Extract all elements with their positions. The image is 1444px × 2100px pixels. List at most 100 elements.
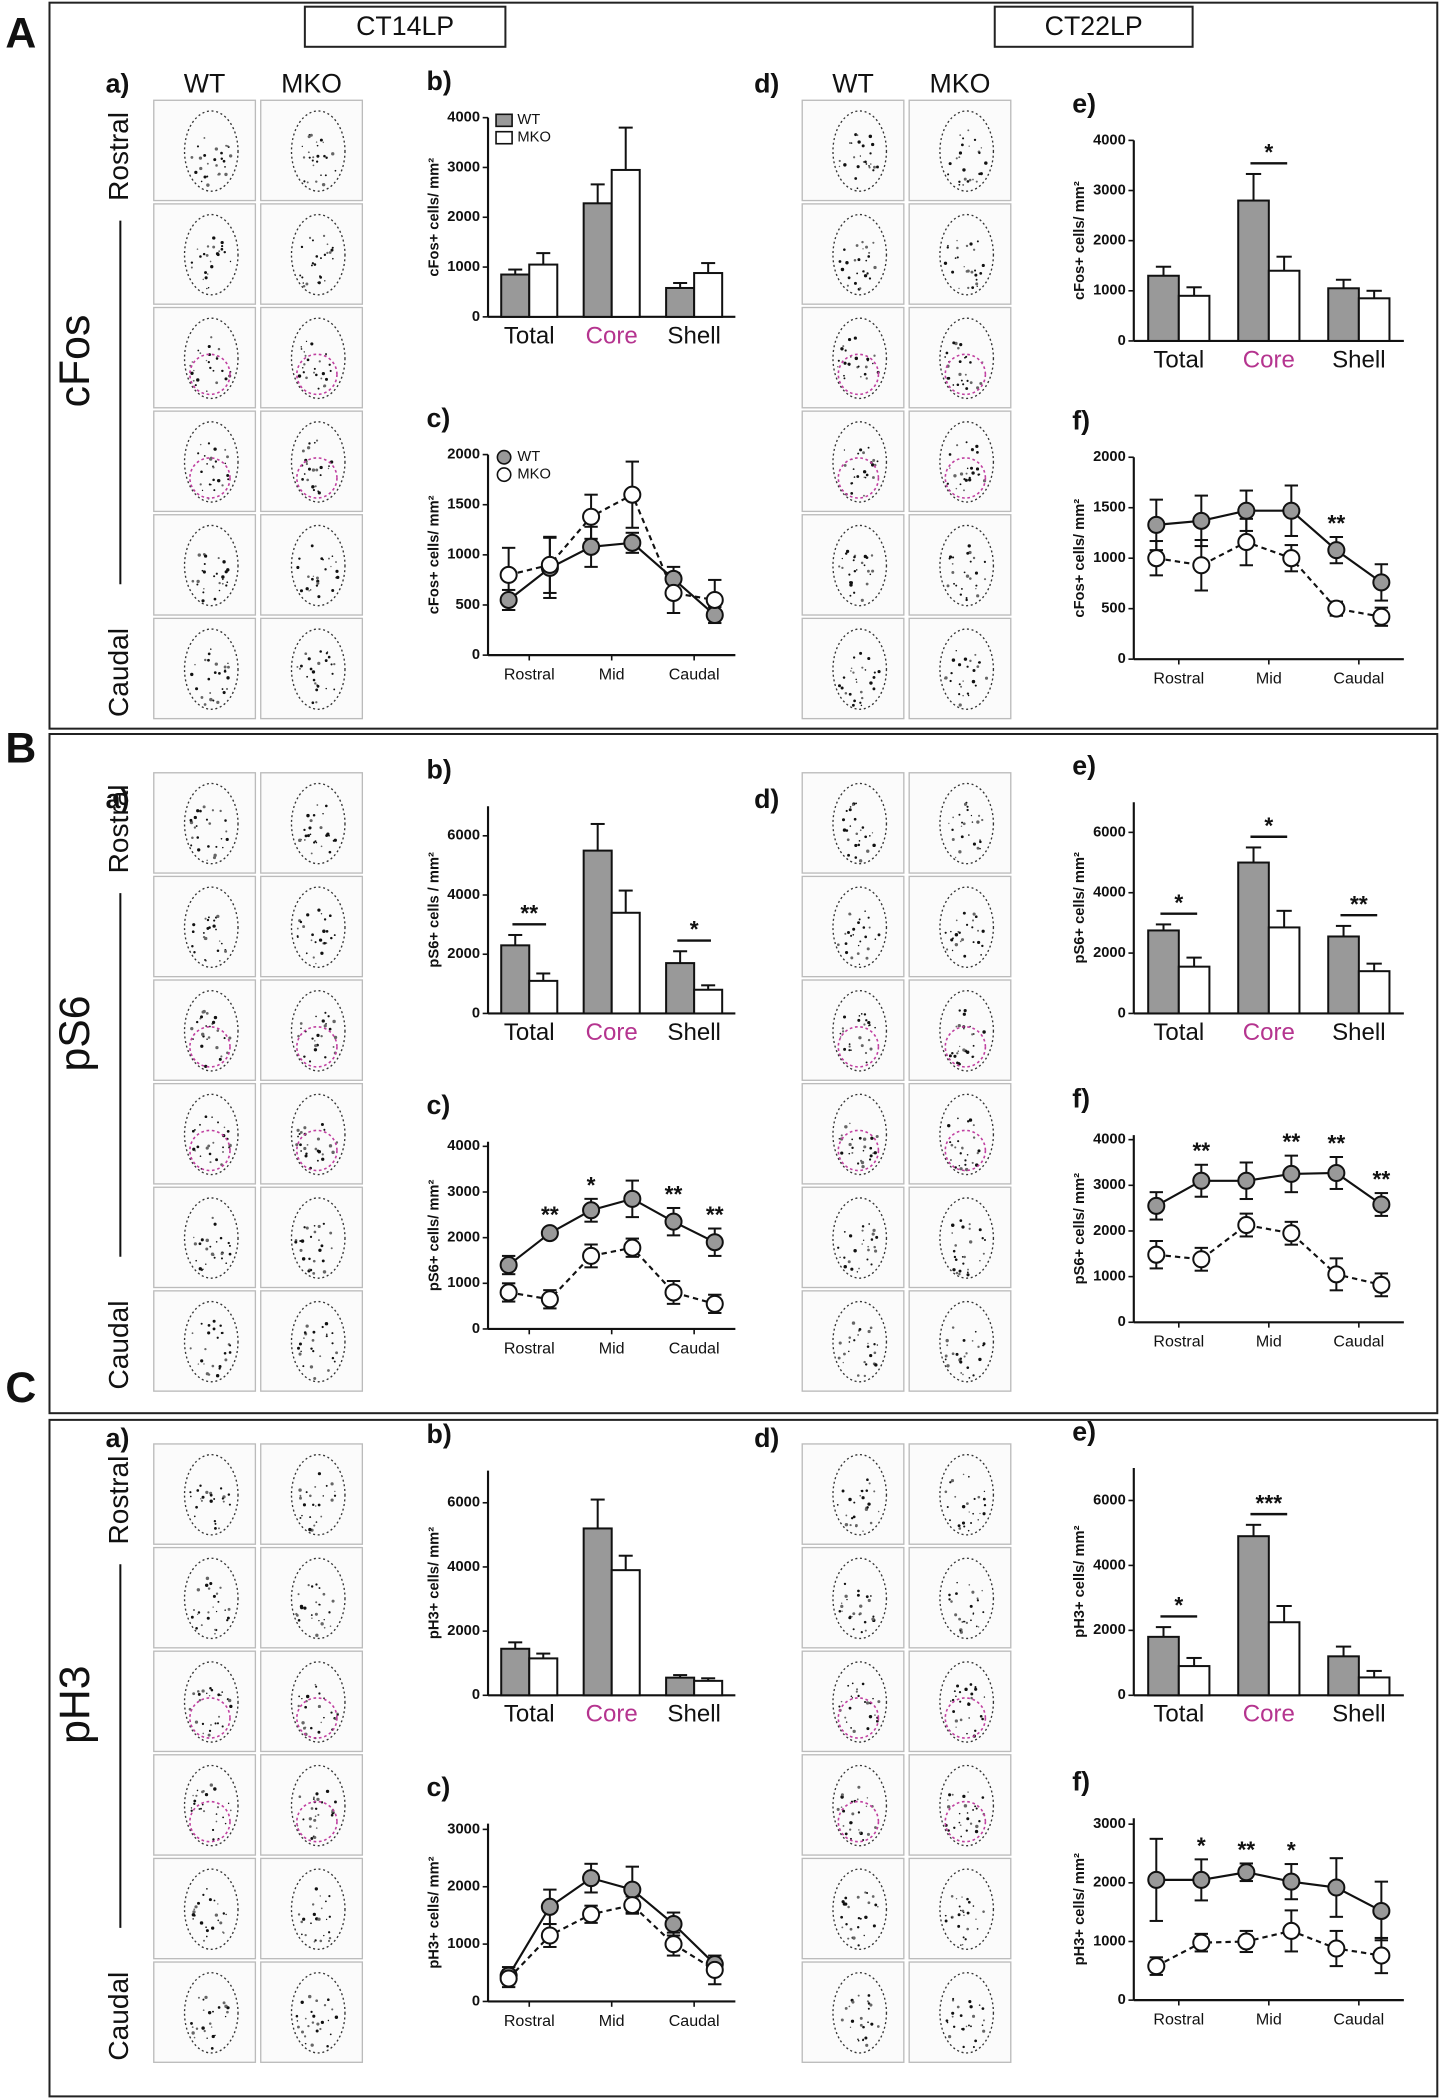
cell-dot: [844, 950, 849, 955]
cell-dot: [971, 286, 975, 290]
cell-dot: [981, 2007, 985, 2010]
nucleus-outline: [939, 1661, 995, 1743]
cell-dot: [861, 1229, 864, 1232]
cell-dot: [861, 1496, 865, 1500]
cell-dot: [838, 260, 842, 263]
cell-dot: [317, 281, 321, 285]
cell-dot: [955, 1025, 958, 1028]
cell-dot: [215, 164, 218, 167]
cell-dot: [310, 1837, 314, 1840]
cell-dot: [838, 165, 841, 168]
cell-dot: [843, 1256, 846, 1259]
cell-dot: [316, 581, 320, 585]
cell-dot: [193, 815, 197, 820]
y-tick-label: 1000: [1093, 1269, 1126, 1285]
cell-dot: [301, 1697, 303, 1700]
cell-dot: [958, 931, 961, 934]
cell-dot: [218, 1715, 221, 1718]
cell-dot: [299, 1240, 302, 1242]
cell-dot: [968, 1717, 970, 1719]
cell-dot: [190, 2022, 193, 2025]
series-line: [1155, 1171, 1382, 1207]
cell-dot: [199, 809, 202, 813]
cell-dot: [968, 145, 970, 147]
cell-dot: [869, 1521, 873, 1525]
cell-dot: [837, 359, 840, 362]
cell-dot: [974, 571, 979, 575]
point: [1192, 1933, 1211, 1952]
cell-dot: [314, 1612, 318, 1616]
cell-dot: [307, 575, 310, 578]
cell-dot: [843, 377, 846, 380]
cell-dot: [861, 1243, 864, 1245]
cell-dot: [302, 1917, 306, 1921]
cell-dot: [219, 1236, 223, 1240]
cell-dot: [308, 1817, 312, 1821]
point: [1147, 1245, 1166, 1264]
cell-dot: [859, 155, 862, 157]
cell-dot: [865, 473, 869, 477]
cell-dot: [193, 1799, 197, 1803]
cell-dot: [301, 478, 304, 481]
cell-dot: [975, 282, 979, 286]
cell-dot: [206, 1887, 208, 1890]
cell-dot: [314, 941, 317, 944]
point: [1327, 541, 1346, 560]
cell-dot: [856, 1688, 859, 1691]
nucleus-outline: [290, 1868, 346, 1950]
cell-dot: [323, 154, 326, 158]
cell-dot: [944, 1914, 947, 1917]
cell-dot: [844, 692, 848, 695]
cell-dot: [849, 581, 852, 584]
cell-dot: [216, 356, 218, 358]
cell-dot: [852, 1628, 855, 1631]
cell-dot: [965, 2025, 968, 2028]
cell-dot: [864, 1700, 867, 1703]
cell-dot: [959, 483, 962, 486]
cell-dot: [331, 672, 334, 675]
cell-dot: [958, 1527, 962, 1530]
cell-dot: [331, 2008, 334, 2011]
cell-dot: [212, 466, 215, 469]
cell-dot: [191, 1332, 194, 1335]
y-tick-label: 0: [472, 1993, 480, 2009]
cell-dot: [857, 2038, 859, 2041]
cell-dot: [222, 1931, 225, 1934]
cell-dot: [872, 1924, 876, 1928]
category-label: Core: [1243, 1019, 1295, 1046]
cell-dot: [313, 1224, 316, 1227]
y-tick-label: 2000: [1093, 449, 1126, 465]
cell-dot: [860, 1489, 864, 1493]
y-tick-label: 4000: [447, 887, 480, 903]
cell-dot: [876, 460, 879, 463]
nucleus-outline: [290, 213, 346, 296]
cell-dot: [203, 175, 207, 179]
cell-dot: [323, 1934, 325, 1937]
cell-dot: [212, 1594, 216, 1598]
cell-dot: [967, 694, 970, 697]
cell-dot: [841, 1610, 843, 1612]
cell-dot: [857, 2039, 860, 2042]
cell-dot: [863, 1023, 866, 1026]
cell-dot: [208, 1152, 212, 1156]
cell-dot: [222, 2001, 226, 2005]
cell-dot: [839, 1036, 842, 1038]
cell-dot: [857, 1334, 860, 1336]
cell-dot: [315, 468, 319, 472]
cell-dot: [328, 1895, 331, 1898]
cell-dot: [858, 1327, 862, 1331]
cell-dot: [312, 1912, 316, 1916]
cell-dot: [202, 1790, 205, 1793]
cell-dot: [853, 1249, 857, 1253]
cell-dot: [946, 584, 950, 588]
cell-dot: [306, 478, 309, 482]
cell-dot: [323, 1697, 325, 1700]
cell-dot: [227, 1493, 231, 1496]
cell-dot: [311, 1037, 314, 1040]
cell-dot: [200, 696, 204, 699]
cell-dot: [224, 166, 226, 168]
point: [582, 1246, 601, 1265]
cell-dot: [306, 1143, 309, 1146]
cell-dot: [847, 276, 851, 280]
cell-dot: [851, 1138, 854, 1141]
